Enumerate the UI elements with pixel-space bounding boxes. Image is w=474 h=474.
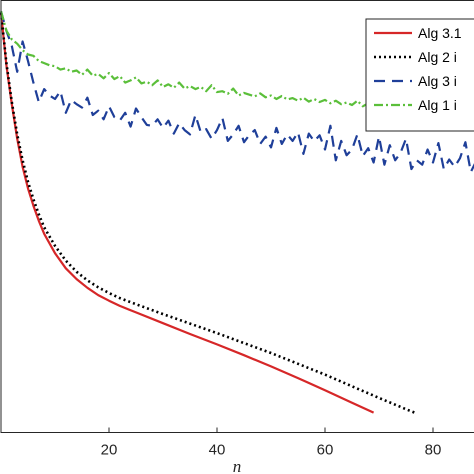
series-line-alg-3-1 <box>0 12 375 414</box>
legend-label-alg-1-i: Alg 1 i <box>418 97 457 113</box>
series-layer <box>0 11 474 415</box>
x-tick-label: 60 <box>317 442 334 459</box>
x-tick-label: 40 <box>209 442 226 459</box>
legend-label-alg-2-i: Alg 2 i <box>418 49 457 65</box>
x-axis: 20 40 60 80 <box>101 427 442 459</box>
legend: Alg 3.1 Alg 2 i Alg 3 i Alg 1 i <box>365 18 474 132</box>
legend-label-alg-3-i: Alg 3 i <box>418 73 457 89</box>
x-axis-label: n <box>233 457 242 474</box>
legend-items: Alg 3.1 Alg 2 i Alg 3 i Alg 1 i <box>374 25 462 113</box>
series-line-alg-1-i <box>0 11 474 115</box>
series-line-alg-2-i <box>0 12 418 415</box>
x-tick-label: 80 <box>425 442 442 459</box>
legend-label-alg-3-1: Alg 3.1 <box>418 25 462 41</box>
plot-area-frame <box>0 0 474 433</box>
legend-box <box>365 18 474 132</box>
series-line-alg-3-i <box>0 11 474 174</box>
x-tick-label: 20 <box>101 442 118 459</box>
